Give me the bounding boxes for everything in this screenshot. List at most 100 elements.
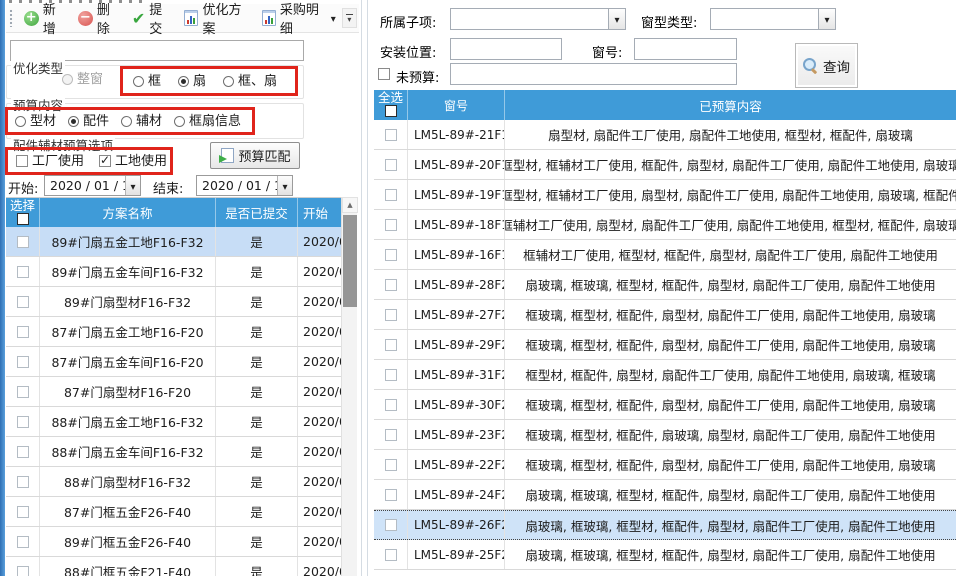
start-date-cell: 2020/0	[303, 234, 347, 249]
optimize-type-option[interactable]: 框	[133, 75, 161, 88]
plan-row[interactable]: 87#门扇五金工地F16-F20 是 2020/0	[6, 317, 357, 347]
window-no-input[interactable]	[634, 38, 737, 60]
plan-name-cell: 87#门扇五金车间F16-F20	[40, 347, 216, 376]
row-checkbox[interactable]	[16, 295, 29, 308]
window-row[interactable]: LM5L-89#-28F26 扇玻璃, 框玻璃, 框型材, 框配件, 扇型材, 扇…	[374, 270, 956, 300]
usage-option[interactable]: 工地使用	[99, 153, 167, 168]
purchase-detail-button[interactable]: 采购明细	[256, 0, 342, 40]
row-checkbox[interactable]	[16, 265, 29, 278]
add-button[interactable]: 新增	[18, 0, 72, 40]
row-checkbox[interactable]	[384, 278, 397, 291]
submitted-column-header[interactable]: 是否已提交	[216, 198, 298, 227]
window-row[interactable]: LM5L-89#-26F24 扇玻璃, 框玻璃, 框型材, 框配件, 扇型材, 扇…	[374, 510, 956, 540]
window-row[interactable]: LM5L-89#-21F19 扇型材, 扇配件工厂使用, 扇配件工地使用, 框型材…	[374, 120, 956, 150]
scrollbar-thumb[interactable]	[343, 215, 357, 307]
budgeted-content-cell: 框型材, 框辅材工厂使用, 框配件, 扇型材, 扇配件工厂使用, 扇配件工地使用…	[505, 158, 956, 173]
row-checkbox[interactable]	[16, 535, 29, 548]
optimize-type-option[interactable]: 框、扇	[223, 75, 277, 88]
optimize-plan-button[interactable]: 优化方案	[178, 0, 255, 40]
select-all-checkbox[interactable]	[16, 213, 29, 225]
plan-name-column-header[interactable]: 方案名称	[40, 198, 216, 227]
plans-table-scrollbar[interactable]	[341, 197, 358, 576]
toolbar-overflow-button[interactable]	[341, 8, 358, 28]
window-row[interactable]: LM5L-89#-22F20 框玻璃, 框型材, 框配件, 扇型材, 扇配件工厂使…	[374, 450, 956, 480]
plan-row[interactable]: 89#门扇五金工地F16-F32 是 2020/0	[6, 227, 357, 257]
scroll-up-arrow-icon[interactable]	[342, 197, 358, 213]
plan-filter-input[interactable]	[10, 40, 304, 61]
window-row[interactable]: LM5L-89#-18F16框辅材工厂使用, 扇型材, 扇配件工厂使用, 扇配件…	[374, 210, 956, 240]
window-row[interactable]: LM5L-89#-31F29 框型材, 框配件, 扇型材, 扇配件工厂使用, 扇配…	[374, 360, 956, 390]
end-date-picker[interactable]: 2020 / 01 / 13	[196, 175, 293, 196]
no-budget-input[interactable]	[450, 63, 737, 85]
sub-item-dropdown-button[interactable]	[608, 9, 625, 29]
plan-row[interactable]: 88#门框五金F21-F40 是 2020/0	[6, 557, 357, 576]
row-checkbox[interactable]	[384, 308, 397, 321]
row-checkbox[interactable]	[384, 338, 397, 351]
row-checkbox[interactable]	[384, 368, 397, 381]
budget-content-option[interactable]: 框扇信息	[174, 115, 241, 128]
row-checkbox[interactable]	[384, 428, 397, 441]
plan-row[interactable]: 89#门框五金F26-F40 是 2020/0	[6, 527, 357, 557]
plan-row[interactable]: 87#门扇五金车间F16-F20 是 2020/0	[6, 347, 357, 377]
window-row[interactable]: LM5L-89#-25F23 扇玻璃, 框玻璃, 框型材, 框配件, 扇型材, 扇…	[374, 540, 956, 570]
budget-content-option[interactable]: 型材	[15, 115, 56, 128]
plan-row[interactable]: 87#门框五金F26-F40 是 2020/0	[6, 497, 357, 527]
row-checkbox[interactable]	[384, 488, 397, 501]
row-checkbox[interactable]	[384, 398, 397, 411]
remove-icon	[77, 10, 93, 26]
plan-row[interactable]: 88#门扇五金工地F16-F32 是 2020/0	[6, 407, 357, 437]
window-row[interactable]: LM5L-89#-20F18框型材, 框辅材工厂使用, 框配件, 扇型材, 扇配…	[374, 150, 956, 180]
row-checkbox[interactable]	[384, 548, 397, 561]
row-checkbox[interactable]	[384, 128, 397, 141]
window-row[interactable]: LM5L-89#-19F17框型材, 框辅材工厂使用, 扇型材, 扇配件工厂使用…	[374, 180, 956, 210]
start-column-header[interactable]: 开始	[303, 206, 329, 221]
toolbar-grip[interactable]	[9, 9, 14, 27]
delete-button[interactable]: 删除	[72, 0, 126, 40]
sub-item-combobox[interactable]	[450, 8, 626, 30]
row-checkbox[interactable]	[384, 218, 397, 231]
row-checkbox[interactable]	[16, 325, 29, 338]
plan-row[interactable]: 87#门扇型材F16-F20 是 2020/0	[6, 377, 357, 407]
plan-row[interactable]: 88#门扇型材F16-F32 是 2020/0	[6, 467, 357, 497]
chevron-down-icon[interactable]	[331, 11, 336, 26]
no-budget-checkbox[interactable]	[378, 68, 390, 80]
row-checkbox[interactable]	[16, 475, 29, 488]
submit-button[interactable]: 提交	[126, 0, 179, 40]
row-checkbox[interactable]	[384, 158, 397, 171]
window-row[interactable]: LM5L-89#-30F28 框玻璃, 框型材, 框配件, 扇型材, 扇配件工厂使…	[374, 390, 956, 420]
window-row[interactable]: LM5L-89#-27F25 框玻璃, 框型材, 框配件, 扇型材, 扇配件工厂使…	[374, 300, 956, 330]
row-checkbox[interactable]	[384, 248, 397, 261]
budget-content-option[interactable]: 辅材	[121, 115, 162, 128]
row-checkbox[interactable]	[16, 235, 29, 248]
window-row[interactable]: LM5L-89#-24F22 扇玻璃, 框玻璃, 框型材, 框配件, 扇型材, 扇…	[374, 480, 956, 510]
install-position-input[interactable]	[450, 38, 562, 60]
row-checkbox[interactable]	[16, 415, 29, 428]
window-row[interactable]: LM5L-89#-23F21 框玻璃, 框型材, 框配件, 扇玻璃, 扇型材, 扇…	[374, 420, 956, 450]
plan-row[interactable]: 89#门扇五金车间F16-F32 是 2020/0	[6, 257, 357, 287]
plan-row[interactable]: 88#门扇五金车间F16-F32 是 2020/0	[6, 437, 357, 467]
plan-row[interactable]: 89#门扇型材F16-F32 是 2020/0	[6, 287, 357, 317]
usage-option[interactable]: 工厂使用	[16, 155, 84, 168]
window-type-dropdown-button[interactable]	[818, 9, 835, 29]
budget-content-option[interactable]: 配件	[68, 115, 109, 128]
select-all-checkbox[interactable]	[384, 105, 397, 117]
window-row[interactable]: LM5L-89#-16F15 框辅材工厂使用, 框型材, 框配件, 扇型材, 扇配…	[374, 240, 956, 270]
row-checkbox[interactable]	[384, 458, 397, 471]
start-date-picker[interactable]: 2020 / 01 / 1	[44, 175, 141, 196]
budgeted-content-column-header[interactable]: 已预算内容	[699, 98, 762, 114]
budget-match-button[interactable]: 预算匹配	[210, 142, 300, 169]
row-checkbox[interactable]	[384, 188, 397, 201]
row-checkbox[interactable]	[16, 355, 29, 368]
start-date-dropdown-button[interactable]	[125, 176, 140, 195]
row-checkbox[interactable]	[384, 519, 397, 531]
row-checkbox[interactable]	[16, 385, 29, 398]
window-no-column-header[interactable]: 窗号	[408, 90, 505, 120]
window-row[interactable]: LM5L-89#-29F27 框玻璃, 框型材, 框配件, 扇型材, 扇配件工厂使…	[374, 330, 956, 360]
row-checkbox[interactable]	[16, 505, 29, 518]
query-button[interactable]: 查询	[795, 43, 858, 88]
window-type-combobox[interactable]	[710, 8, 836, 30]
optimize-type-option[interactable]: 扇	[178, 75, 206, 88]
row-checkbox[interactable]	[16, 565, 29, 576]
row-checkbox[interactable]	[16, 445, 29, 458]
end-date-dropdown-button[interactable]	[277, 176, 292, 195]
